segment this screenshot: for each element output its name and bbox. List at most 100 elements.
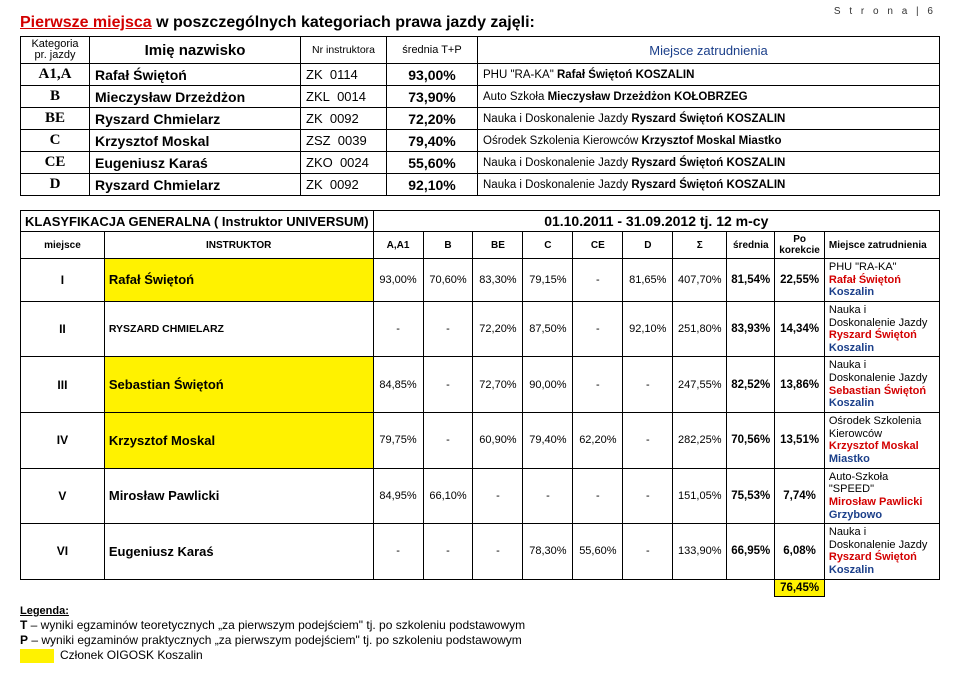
table-row: VMirosław Pawlicki84,95%66,10%----151,05… <box>21 468 940 524</box>
cell-cat: CE <box>21 152 90 174</box>
cell-sigma: 282,25% <box>673 413 727 469</box>
cell-ce: 62,20% <box>573 413 623 469</box>
cell-code: ZK 0092 <box>301 174 387 196</box>
cell-pct: 73,90% <box>387 86 478 108</box>
cell-rank: III <box>21 357 105 413</box>
table-row: IIRYSZARD CHMIELARZ--72,20%87,50%-92,10%… <box>21 301 940 357</box>
th-ce: CE <box>573 232 623 259</box>
cell-name: Rafał Świętoń <box>90 64 301 86</box>
legend-title: Legenda: <box>20 605 69 617</box>
title-red: Pierwsze miejsca <box>20 14 152 31</box>
cell-sigma: 133,90% <box>673 524 727 580</box>
cell-cat: C <box>21 130 90 152</box>
title-rest: w poszczególnych kategoriach prawa jazdy… <box>152 14 535 31</box>
cell-korekta: 6,08% <box>775 524 825 580</box>
th-nr: Nr instruktora <box>301 37 387 64</box>
cell-pct: 72,20% <box>387 108 478 130</box>
cell-ce: - <box>573 301 623 357</box>
th-sigma: Σ <box>673 232 727 259</box>
cell-name: Krzysztof Moskal <box>90 130 301 152</box>
th-be: BE <box>473 232 523 259</box>
cell-ce: - <box>573 357 623 413</box>
cell-cat: BE <box>21 108 90 130</box>
cell-b: - <box>423 301 473 357</box>
cell-place: Nauka i Doskonalenie Jazdy Ryszard Święt… <box>478 152 940 174</box>
cell-code: ZK 0092 <box>301 108 387 130</box>
th-srednia2: średnia <box>727 232 775 259</box>
classification-table: KLASYFIKACJA GENERALNA ( Instruktor UNIV… <box>20 210 940 597</box>
th-b: B <box>423 232 473 259</box>
cell-cat: A1,A <box>21 64 90 86</box>
cell-b: - <box>423 413 473 469</box>
cell-c: 87,50% <box>523 301 573 357</box>
footer-total: 76,45% <box>775 579 825 596</box>
cell-b: - <box>423 357 473 413</box>
cell-korekta: 22,55% <box>775 259 825 302</box>
table-row: VIEugeniusz Karaś---78,30%55,60%-133,90%… <box>21 524 940 580</box>
cell-code: ZSZ 0039 <box>301 130 387 152</box>
cell-c: 79,15% <box>523 259 573 302</box>
cell-d: - <box>623 468 673 524</box>
cell-place2: Auto-Szkoła "SPEED" Mirosław Pawlicki Gr… <box>824 468 939 524</box>
cell-be: 60,90% <box>473 413 523 469</box>
cell-ce: - <box>573 259 623 302</box>
top-places-table: Kategoriapr. jazdy Imię nazwisko Nr inst… <box>20 36 940 196</box>
legend-t: T – wyniki egzaminów teoretycznych „za p… <box>20 618 940 632</box>
cell-instructor: Sebastian Świętoń <box>104 357 373 413</box>
table-row: DRyszard ChmielarzZK 009292,10%Nauka i D… <box>21 174 940 196</box>
th-class-title-right: 01.10.2011 - 31.09.2012 tj. 12 m-cy <box>373 211 939 232</box>
th-d: D <box>623 232 673 259</box>
table-row: BERyszard ChmielarzZK 009272,20%Nauka i … <box>21 108 940 130</box>
cell-be: 83,30% <box>473 259 523 302</box>
cell-korekta: 14,34% <box>775 301 825 357</box>
th-imie: Imię nazwisko <box>90 37 301 64</box>
cell-instructor: Krzysztof Moskal <box>104 413 373 469</box>
cell-name: Eugeniusz Karaś <box>90 152 301 174</box>
cell-srednia: 83,93% <box>727 301 775 357</box>
cell-d: - <box>623 357 673 413</box>
cell-place2: PHU "RA-KA" Rafał Świętoń Koszalin <box>824 259 939 302</box>
cell-d: 92,10% <box>623 301 673 357</box>
cell-be: 72,70% <box>473 357 523 413</box>
cell-name: Ryszard Chmielarz <box>90 108 301 130</box>
cell-b: - <box>423 524 473 580</box>
cell-ce: - <box>573 468 623 524</box>
cell-pct: 55,60% <box>387 152 478 174</box>
table-row: IIISebastian Świętoń84,85%-72,70%90,00%-… <box>21 357 940 413</box>
table-row: IRafał Świętoń93,00%70,60%83,30%79,15%-8… <box>21 259 940 302</box>
table-row: CKrzysztof MoskalZSZ 003979,40%Ośrodek S… <box>21 130 940 152</box>
cell-place2: Ośrodek Szkolenia Kierowców Krzysztof Mo… <box>824 413 939 469</box>
legend-swatch-line: Członek OIGOSK Koszalin <box>20 648 940 663</box>
cell-place2: Nauka i Doskonalenie Jazdy Ryszard Święt… <box>824 524 939 580</box>
cell-sigma: 251,80% <box>673 301 727 357</box>
cell-place: Auto Szkoła Mieczysław Drzeżdżon KOŁOBRZ… <box>478 86 940 108</box>
cell-korekta: 13,86% <box>775 357 825 413</box>
cell-pct: 92,10% <box>387 174 478 196</box>
cell-name: Ryszard Chmielarz <box>90 174 301 196</box>
table-row: IVKrzysztof Moskal79,75%-60,90%79,40%62,… <box>21 413 940 469</box>
cell-srednia: 75,53% <box>727 468 775 524</box>
cell-place: PHU "RA-KA" Rafał Świętoń KOSZALIN <box>478 64 940 86</box>
cell-a: - <box>373 301 423 357</box>
cell-cat: D <box>21 174 90 196</box>
cell-be: 72,20% <box>473 301 523 357</box>
cell-rank: II <box>21 301 105 357</box>
cell-srednia: 82,52% <box>727 357 775 413</box>
cell-sigma: 407,70% <box>673 259 727 302</box>
cell-rank: IV <box>21 413 105 469</box>
th-c: C <box>523 232 573 259</box>
cell-d: - <box>623 524 673 580</box>
cell-ce: 55,60% <box>573 524 623 580</box>
cell-b: 66,10% <box>423 468 473 524</box>
cell-rank: V <box>21 468 105 524</box>
cell-sigma: 151,05% <box>673 468 727 524</box>
th-a: A,A1 <box>373 232 423 259</box>
cell-place: Ośrodek Szkolenia Kierowców Krzysztof Mo… <box>478 130 940 152</box>
cell-be: - <box>473 524 523 580</box>
cell-srednia: 66,95% <box>727 524 775 580</box>
cell-a: - <box>373 524 423 580</box>
cell-be: - <box>473 468 523 524</box>
cell-c: 79,40% <box>523 413 573 469</box>
cell-cat: B <box>21 86 90 108</box>
cell-d: - <box>623 413 673 469</box>
